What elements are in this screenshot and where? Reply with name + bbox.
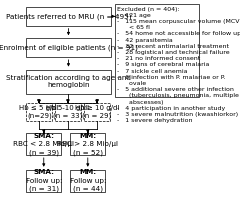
FancyBboxPatch shape bbox=[70, 133, 105, 155]
Text: (n = 39): (n = 39) bbox=[29, 149, 59, 156]
Text: Hb 5-10 g/dl
(n = 33): Hb 5-10 g/dl (n = 33) bbox=[47, 105, 90, 118]
Text: Follow up:: Follow up: bbox=[70, 178, 106, 184]
Text: Enrolment of eligible patients (n = 91): Enrolment of eligible patients (n = 91) bbox=[0, 44, 138, 51]
Text: Patients referred to MRU (n = 495): Patients referred to MRU (n = 495) bbox=[6, 13, 131, 20]
Text: RBC > 2.8 Mio/μl: RBC > 2.8 Mio/μl bbox=[57, 141, 118, 147]
Text: MM:: MM: bbox=[79, 169, 96, 175]
FancyBboxPatch shape bbox=[70, 170, 105, 192]
FancyBboxPatch shape bbox=[115, 4, 199, 97]
FancyBboxPatch shape bbox=[26, 7, 111, 26]
Text: Stratification according to age and
hemoglobin: Stratification according to age and hemo… bbox=[6, 75, 131, 88]
FancyBboxPatch shape bbox=[26, 70, 111, 93]
Text: SMA:: SMA: bbox=[33, 133, 54, 139]
FancyBboxPatch shape bbox=[26, 103, 52, 121]
Text: MM:: MM: bbox=[79, 133, 96, 139]
FancyBboxPatch shape bbox=[26, 38, 111, 57]
Text: SMA:: SMA: bbox=[33, 169, 54, 175]
Text: (n = 31): (n = 31) bbox=[29, 186, 59, 192]
Text: Hb ≤ 5 g/dl
(n=29): Hb ≤ 5 g/dl (n=29) bbox=[19, 105, 59, 118]
Text: (n = 44): (n = 44) bbox=[73, 186, 103, 192]
Text: Follow up:: Follow up: bbox=[25, 178, 62, 184]
FancyBboxPatch shape bbox=[84, 103, 110, 121]
FancyBboxPatch shape bbox=[55, 103, 81, 121]
Text: Excluded (n = 404):
-   121 age
-   115 mean corpuscular volume (MCV)
      < 65: Excluded (n = 404): - 121 age - 115 mean… bbox=[117, 7, 240, 123]
Text: (n = 52): (n = 52) bbox=[73, 149, 103, 156]
FancyBboxPatch shape bbox=[26, 170, 61, 192]
Text: RBC < 2.8 Mio/μl: RBC < 2.8 Mio/μl bbox=[13, 141, 74, 147]
FancyBboxPatch shape bbox=[26, 133, 61, 155]
Text: Hb ≥ 10 g/dl
(n = 29): Hb ≥ 10 g/dl (n = 29) bbox=[75, 105, 119, 118]
